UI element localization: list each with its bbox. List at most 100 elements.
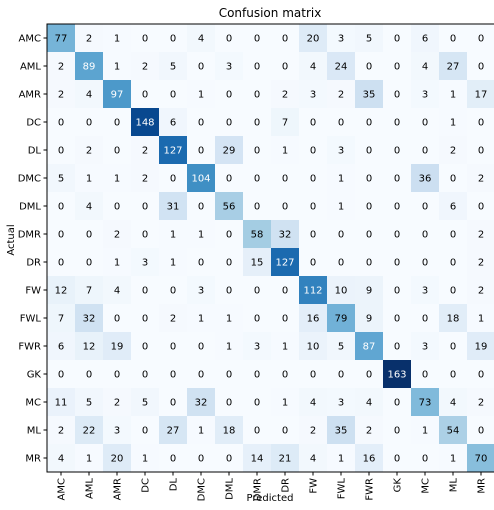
y-tick-label: AMC [19, 34, 41, 45]
heatmap-cell [355, 192, 383, 220]
cell-value-label: 0 [226, 118, 232, 129]
heatmap-cell [271, 248, 299, 276]
cell-value-label: 0 [422, 230, 428, 241]
heatmap-cell [271, 332, 299, 360]
heatmap-cell [439, 164, 467, 192]
heatmap-cell [75, 360, 103, 388]
cell-value-label: 1 [282, 342, 288, 353]
cell-value-label: 0 [254, 118, 260, 129]
heatmap-cell [215, 248, 243, 276]
cell-value-label: 3 [114, 426, 120, 437]
cell-value-label: 0 [114, 370, 120, 381]
cell-value-label: 0 [142, 286, 148, 297]
heatmap-cell [383, 304, 411, 332]
cell-value-label: 0 [366, 174, 372, 185]
cell-value-label: 2 [366, 426, 372, 437]
heatmap-cell [271, 360, 299, 388]
heatmap-cell [159, 52, 187, 80]
heatmap-cell [75, 416, 103, 444]
heatmap-cell [355, 108, 383, 136]
heatmap-cell [355, 388, 383, 416]
heatmap-cell [355, 304, 383, 332]
heatmap-cell [467, 52, 494, 80]
cell-value-label: 5 [142, 398, 148, 409]
y-axis-ticks: AMC AML AMR DC DL DMC DML DMR DR FW FWL FWR GK MC ML MR [18, 34, 47, 465]
cell-value-label: 0 [450, 342, 456, 353]
cell-value-label: 0 [282, 286, 288, 297]
x-tick-label: DMR [253, 478, 264, 501]
cell-value-label: 17 [475, 90, 488, 101]
cell-value-label: 7 [86, 286, 92, 297]
cell-value-label: 0 [170, 174, 176, 185]
heatmap-cell [131, 304, 159, 332]
x-tick-label: GK [393, 478, 404, 493]
cell-value-label: 1 [450, 90, 456, 101]
heatmap-cell [215, 24, 243, 52]
heatmap-cell [383, 136, 411, 164]
cell-value-label: 3 [422, 342, 428, 353]
cell-value-label: 1 [478, 314, 484, 325]
heatmap-cell [131, 220, 159, 248]
heatmap-cell [75, 332, 103, 360]
heatmap-cell [243, 360, 271, 388]
heatmap-cell [271, 388, 299, 416]
cell-value-label: 0 [226, 398, 232, 409]
cell-value-label: 0 [394, 202, 400, 213]
heatmap-cell [439, 108, 467, 136]
heatmap-cell [47, 136, 75, 164]
cell-value-label: 1 [422, 426, 428, 437]
cell-value-label: 0 [450, 174, 456, 185]
heatmap-cell [103, 388, 131, 416]
heatmap-cell [299, 444, 327, 472]
cell-value-label: 2 [338, 90, 344, 101]
heatmap-cell [243, 136, 271, 164]
cell-value-label: 2 [282, 90, 288, 101]
heatmap-cell [355, 276, 383, 304]
x-tick-label: AMR [113, 478, 124, 500]
cell-value-label: 2 [58, 426, 64, 437]
heatmap-cell [131, 416, 159, 444]
cell-value-label: 73 [419, 398, 432, 409]
cell-value-label: 3 [338, 34, 344, 45]
x-tick-label: DML [225, 478, 236, 500]
cell-value-label: 0 [394, 258, 400, 269]
heatmap-cell [299, 416, 327, 444]
heatmap-cell [355, 164, 383, 192]
heatmap-cell [439, 444, 467, 472]
heatmap-cell [159, 388, 187, 416]
cell-value-label: 35 [363, 90, 376, 101]
heatmap-cell [159, 416, 187, 444]
heatmap-cell [355, 136, 383, 164]
heatmap-cell [47, 332, 75, 360]
heatmap-cell [411, 220, 439, 248]
cell-value-label: 0 [226, 34, 232, 45]
cell-value-label: 2 [478, 286, 484, 297]
cell-value-label: 10 [335, 286, 348, 297]
heatmap-cell [75, 220, 103, 248]
heatmap-cell [467, 24, 494, 52]
cell-value-label: 97 [111, 90, 124, 101]
y-tick-label: MC [25, 398, 41, 409]
cell-value-label: 0 [366, 146, 372, 157]
cell-value-label: 0 [142, 426, 148, 437]
cell-value-label: 4 [58, 454, 64, 465]
cell-value-label: 0 [422, 370, 428, 381]
heatmap-cell [383, 80, 411, 108]
cell-value-label: 0 [282, 34, 288, 45]
heatmap-cell [47, 108, 75, 136]
y-tick-label: FWL [20, 314, 42, 325]
cell-value-label: 20 [307, 34, 320, 45]
cell-value-label: 14 [251, 454, 264, 465]
cell-value-label: 0 [170, 398, 176, 409]
cell-value-label: 0 [450, 34, 456, 45]
heatmap-cell [243, 80, 271, 108]
heatmap-cell [187, 192, 215, 220]
heatmap-cell [439, 80, 467, 108]
cell-value-label: 19 [111, 342, 124, 353]
heatmap-cell [187, 276, 215, 304]
heatmap-cell [75, 164, 103, 192]
x-tick-label: ML [449, 478, 460, 493]
cell-value-label: 0 [58, 118, 64, 129]
cell-value-label: 0 [226, 454, 232, 465]
heatmap-cell [439, 388, 467, 416]
